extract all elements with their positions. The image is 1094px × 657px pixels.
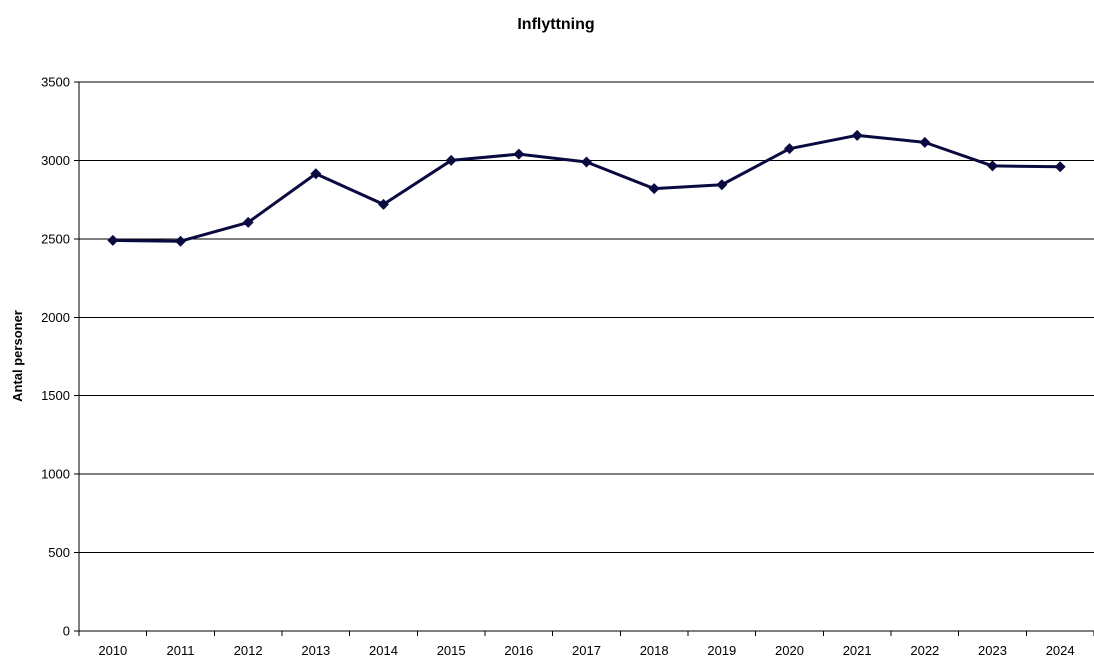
- x-axis-ticks: 2010 2011 2012 2013 2014 2015 2016 2017 2018 2019…: [78, 631, 1094, 657]
- y-tick-label: 500: [48, 545, 70, 560]
- x-tick-label: 2012: [234, 643, 263, 657]
- y-tick-label: 0: [63, 624, 70, 639]
- x-tick-label: 2011: [167, 643, 195, 657]
- data-point-marker: [648, 183, 660, 195]
- x-tick-label: 2010: [98, 643, 127, 657]
- x-tick-label: 2018: [640, 643, 669, 657]
- series-group: [107, 129, 1066, 247]
- axes: [78, 82, 1094, 632]
- data-point-marker: [378, 198, 389, 210]
- x-tick-label: 2013: [301, 643, 330, 657]
- x-tick-label: 2017: [572, 643, 601, 657]
- y-axis-title: Antal personer: [10, 310, 25, 402]
- y-tick-label: 2500: [41, 231, 70, 246]
- y-tick-label: 1000: [41, 467, 70, 482]
- data-point-marker: [987, 160, 998, 172]
- x-tick-label: 2015: [437, 643, 466, 657]
- x-tick-label: 2024: [1046, 643, 1075, 657]
- x-tick-label: 2021: [843, 643, 872, 657]
- y-axis-ticks: 0 500 1000 1500 2000 2500 3000 3500: [41, 75, 79, 639]
- data-point-marker: [242, 216, 254, 228]
- data-point-marker: [716, 179, 728, 191]
- y-tick-label: 3500: [41, 75, 70, 90]
- data-point-marker: [513, 148, 525, 160]
- data-point-marker: [851, 129, 863, 141]
- gridlines: [79, 81, 1094, 554]
- x-tick-label: 2022: [910, 643, 939, 657]
- y-tick-label: 2000: [41, 310, 70, 325]
- data-point-marker: [581, 156, 592, 168]
- data-point-marker: [919, 136, 931, 148]
- data-point-marker: [1054, 161, 1066, 173]
- data-point-marker: [784, 143, 795, 155]
- x-tick-label: 2023: [978, 643, 1007, 657]
- data-point-marker: [445, 154, 457, 166]
- series-line: [112, 133, 1061, 243]
- x-tick-label: 2014: [369, 643, 398, 657]
- y-tick-label: 1500: [41, 388, 70, 403]
- x-tick-label: 2020: [775, 643, 804, 657]
- x-tick-label: 2019: [707, 643, 736, 657]
- data-point-marker: [107, 234, 119, 246]
- y-tick-label: 3000: [41, 153, 70, 168]
- chart-title: Inflyttning: [517, 16, 594, 33]
- data-point-marker: [310, 168, 322, 180]
- data-point-marker: [175, 235, 186, 247]
- x-tick-label: 2016: [504, 643, 533, 657]
